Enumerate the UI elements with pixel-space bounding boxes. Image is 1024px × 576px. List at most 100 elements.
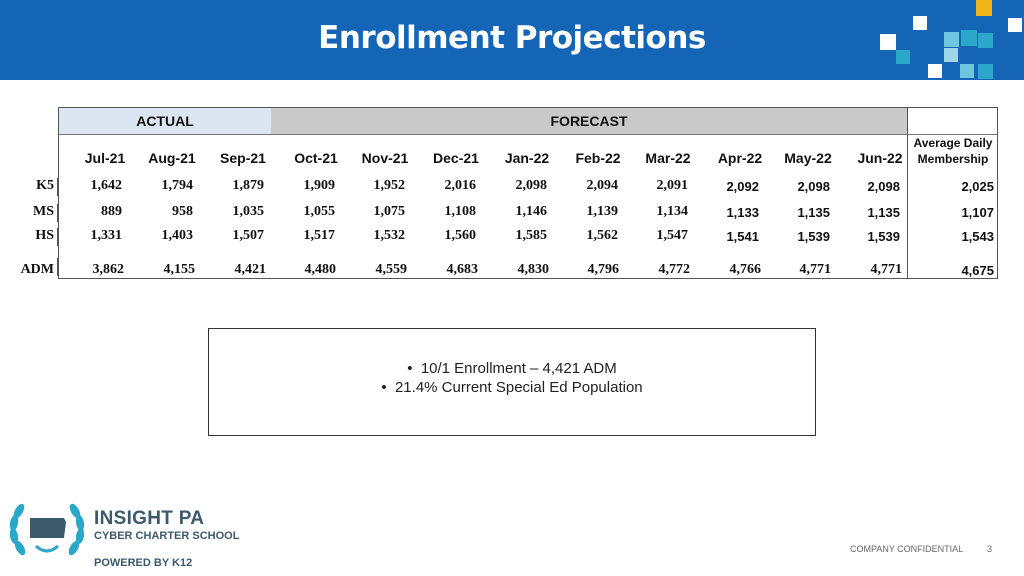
square-teal <box>961 30 977 46</box>
table-cell: 4,830 <box>517 262 550 277</box>
table-cell: 1,539 <box>867 229 900 244</box>
table-cell: 1,517 <box>303 228 336 243</box>
month-header: Sep-21 <box>220 150 266 166</box>
table-cell: 2,098 <box>515 178 548 193</box>
table-cell: 1,133 <box>726 205 759 220</box>
month-header: Jun-22 <box>857 150 903 166</box>
page-title: Enrollment Projections <box>318 20 706 56</box>
table-cell: 1,547 <box>656 228 689 243</box>
table-cell: 1,562 <box>586 228 619 243</box>
table-cell: 1,585 <box>515 228 548 243</box>
logo-subtitle: CYBER CHARTER SCHOOL <box>94 530 240 542</box>
table-cell: 1,035 <box>232 204 265 219</box>
table-cell: 1,541 <box>726 229 759 244</box>
table-cell: 1,794 <box>161 178 194 193</box>
month-header: Apr-22 <box>717 150 763 166</box>
table-cell: 4,796 <box>587 262 620 277</box>
avg-header-line2: Membership <box>917 152 989 166</box>
table-cell: 4,683 <box>446 262 479 277</box>
month-header: Jul-21 <box>84 150 126 166</box>
table-cell: 958 <box>172 204 193 219</box>
notes-box: • 10/1 Enrollment – 4,421 ADM • 21.4% Cu… <box>208 328 816 436</box>
page-number: 3 <box>987 544 993 554</box>
table-cell: 2,092 <box>726 179 759 194</box>
month-header: Jan-22 <box>504 150 550 166</box>
table-cell: 2,094 <box>586 178 619 193</box>
table-cell: 2,091 <box>656 178 689 193</box>
logo-title: INSIGHT PA <box>94 508 205 529</box>
table-cell: 4,480 <box>304 262 337 277</box>
actual-band <box>59 108 271 134</box>
header-band <box>0 0 1024 80</box>
row-label-divider <box>57 178 58 196</box>
table-cell: 1,139 <box>586 204 619 219</box>
table-cell: 1,952 <box>373 178 406 193</box>
table-cell: 1,403 <box>161 228 194 243</box>
avg-cell: 2,025 <box>961 179 994 194</box>
table-cell: 1,560 <box>444 228 477 243</box>
table-cell: 2,098 <box>867 179 900 194</box>
avg-cell: 4,675 <box>961 263 994 278</box>
bullet: • <box>407 360 421 377</box>
table-cell: 1,134 <box>656 204 689 219</box>
row-label: ADM <box>20 262 54 277</box>
square-teal <box>944 48 958 62</box>
square-teal <box>978 64 993 79</box>
note-item: • 10/1 Enrollment – 4,421 ADM <box>209 360 815 377</box>
avg-column-divider <box>907 108 908 278</box>
logo-powered-by: POWERED BY K12 <box>94 557 193 569</box>
note-text: 21.4% Current Special Ed Population <box>394 379 643 396</box>
laurel-pa-icon <box>9 503 85 556</box>
bullet: • <box>381 379 395 396</box>
header-divider <box>59 134 997 135</box>
avg-header-line1: Average Daily <box>913 136 993 150</box>
month-header: Feb-22 <box>575 150 621 166</box>
month-header: Dec-21 <box>433 150 479 166</box>
square-teal <box>978 33 993 48</box>
table-cell: 4,421 <box>234 262 267 277</box>
square-white <box>880 34 896 50</box>
table-cell: 1,075 <box>373 204 406 219</box>
note-text: 10/1 Enrollment – 4,421 ADM <box>420 360 617 377</box>
table-cell: 4,155 <box>163 262 196 277</box>
square-white <box>928 64 942 78</box>
row-label-divider <box>57 258 58 276</box>
table-cell: 1,539 <box>797 229 830 244</box>
row-label-divider <box>57 228 58 246</box>
square-teal <box>960 64 974 78</box>
month-header: Nov-21 <box>361 150 409 166</box>
square-yellow <box>976 0 992 16</box>
table-cell: 1,532 <box>373 228 406 243</box>
month-header: Aug-21 <box>148 150 196 166</box>
square-teal <box>944 32 959 47</box>
table-cell: 2,016 <box>444 178 477 193</box>
row-label: HS <box>35 228 54 243</box>
avg-cell: 1,543 <box>961 229 994 244</box>
table-cell: 1,146 <box>515 204 548 219</box>
square-white <box>1008 18 1022 32</box>
table-cell: 4,772 <box>658 262 691 277</box>
table-cell: 1,642 <box>90 178 123 193</box>
avg-column-header: Average Daily Membership <box>908 135 998 167</box>
note-item: • 21.4% Current Special Ed Population <box>209 379 815 396</box>
row-label: K5 <box>36 178 54 193</box>
table-cell: 1,331 <box>90 228 123 243</box>
table-cell: 1,879 <box>232 178 265 193</box>
month-header: Oct-21 <box>294 150 338 166</box>
table-cell: 4,766 <box>729 262 762 277</box>
table-cell: 4,771 <box>870 262 903 277</box>
square-teal <box>896 50 910 64</box>
enrollment-table: ACTUAL FORECAST Average Daily Membership <box>58 107 998 279</box>
confidential-label: COMPANY CONFIDENTIAL <box>850 544 964 554</box>
forecast-label: FORECAST <box>550 113 628 129</box>
table-cell: 1,055 <box>303 204 336 219</box>
table-cell: 1,135 <box>797 205 830 220</box>
row-label-divider <box>57 204 58 222</box>
month-header: May-22 <box>784 150 832 166</box>
square-white <box>913 16 927 30</box>
forecast-band <box>271 108 907 134</box>
actual-label: ACTUAL <box>136 113 194 129</box>
row-label: MS <box>33 204 54 219</box>
table-cell: 4,559 <box>375 262 408 277</box>
table-cell: 1,108 <box>444 204 477 219</box>
